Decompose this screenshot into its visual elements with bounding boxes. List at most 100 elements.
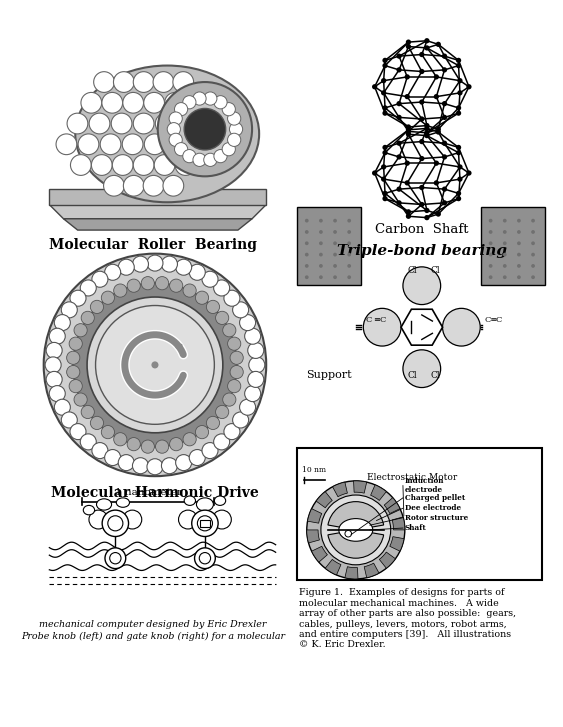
Circle shape — [111, 113, 132, 134]
Wedge shape — [379, 552, 395, 569]
Circle shape — [319, 264, 323, 268]
Circle shape — [102, 510, 128, 537]
Circle shape — [517, 241, 521, 245]
Text: Support: Support — [307, 369, 352, 379]
Circle shape — [406, 214, 411, 219]
Ellipse shape — [184, 496, 195, 505]
Circle shape — [249, 357, 265, 373]
Circle shape — [240, 399, 256, 415]
Circle shape — [436, 126, 441, 132]
Ellipse shape — [215, 496, 226, 505]
Circle shape — [163, 175, 184, 196]
Circle shape — [363, 308, 401, 346]
Circle shape — [155, 276, 169, 290]
Circle shape — [333, 241, 337, 245]
Circle shape — [307, 481, 405, 579]
Circle shape — [456, 105, 461, 111]
Circle shape — [114, 284, 127, 297]
Circle shape — [224, 424, 240, 440]
Text: Carbon  Shaft: Carbon Shaft — [375, 223, 468, 236]
Circle shape — [457, 177, 463, 182]
Circle shape — [531, 219, 535, 222]
Circle shape — [207, 417, 220, 430]
Circle shape — [436, 212, 441, 217]
Circle shape — [457, 90, 463, 95]
Circle shape — [114, 72, 134, 92]
Circle shape — [66, 366, 80, 379]
Circle shape — [305, 276, 309, 279]
Circle shape — [173, 72, 194, 92]
Circle shape — [442, 67, 447, 73]
Circle shape — [425, 215, 430, 220]
Circle shape — [69, 337, 82, 350]
Circle shape — [143, 175, 164, 196]
Circle shape — [457, 78, 463, 84]
Circle shape — [89, 510, 108, 529]
Wedge shape — [392, 517, 405, 530]
Circle shape — [503, 253, 507, 257]
Circle shape — [73, 283, 237, 447]
Circle shape — [466, 170, 472, 176]
Circle shape — [81, 434, 96, 450]
Bar — [297, 207, 361, 285]
Circle shape — [406, 44, 411, 49]
Circle shape — [434, 180, 439, 185]
Circle shape — [321, 495, 391, 565]
Circle shape — [186, 92, 207, 113]
Ellipse shape — [96, 499, 111, 510]
Circle shape — [204, 153, 217, 166]
Circle shape — [195, 291, 209, 305]
Polygon shape — [50, 188, 266, 204]
Circle shape — [442, 140, 447, 146]
Wedge shape — [333, 482, 347, 497]
Circle shape — [425, 208, 430, 213]
Circle shape — [214, 96, 227, 109]
Circle shape — [425, 133, 430, 138]
Text: mechanical computer designed by Eric Drexler: mechanical computer designed by Eric Dre… — [39, 620, 267, 630]
Circle shape — [425, 123, 430, 128]
Circle shape — [176, 260, 191, 276]
Circle shape — [127, 438, 140, 451]
Circle shape — [46, 371, 62, 387]
Circle shape — [224, 290, 240, 306]
Circle shape — [443, 308, 480, 346]
Circle shape — [144, 92, 164, 113]
Circle shape — [503, 219, 507, 222]
Circle shape — [503, 276, 507, 279]
Circle shape — [141, 440, 154, 453]
Text: Shaft: Shaft — [405, 524, 427, 532]
Circle shape — [105, 265, 120, 281]
Circle shape — [405, 161, 410, 166]
Circle shape — [382, 111, 388, 116]
Ellipse shape — [172, 96, 238, 162]
Circle shape — [333, 230, 337, 234]
Circle shape — [305, 253, 309, 257]
Wedge shape — [384, 498, 400, 513]
Circle shape — [233, 302, 249, 318]
Circle shape — [213, 434, 230, 450]
Wedge shape — [328, 502, 383, 530]
Text: ≡C: ≡C — [373, 316, 386, 324]
Circle shape — [456, 57, 461, 63]
Circle shape — [223, 393, 236, 406]
Ellipse shape — [83, 505, 95, 515]
Text: Cl: Cl — [408, 371, 417, 380]
Circle shape — [183, 284, 196, 297]
Circle shape — [133, 72, 154, 92]
Text: C: C — [365, 316, 372, 324]
Circle shape — [69, 379, 82, 393]
Circle shape — [110, 553, 121, 564]
Circle shape — [425, 45, 430, 51]
Text: Figure 1.  Examples of designs for parts of
molecular mechanical machines.   A w: Figure 1. Examples of designs for parts … — [299, 588, 516, 649]
Circle shape — [456, 150, 461, 156]
Circle shape — [333, 276, 337, 279]
Circle shape — [425, 126, 430, 131]
Circle shape — [305, 264, 309, 268]
Circle shape — [425, 38, 430, 44]
Ellipse shape — [196, 498, 213, 511]
Circle shape — [87, 297, 223, 433]
Text: 1 nanometer: 1 nanometer — [115, 488, 182, 497]
Circle shape — [419, 69, 425, 74]
Circle shape — [419, 156, 425, 161]
Circle shape — [531, 253, 535, 257]
